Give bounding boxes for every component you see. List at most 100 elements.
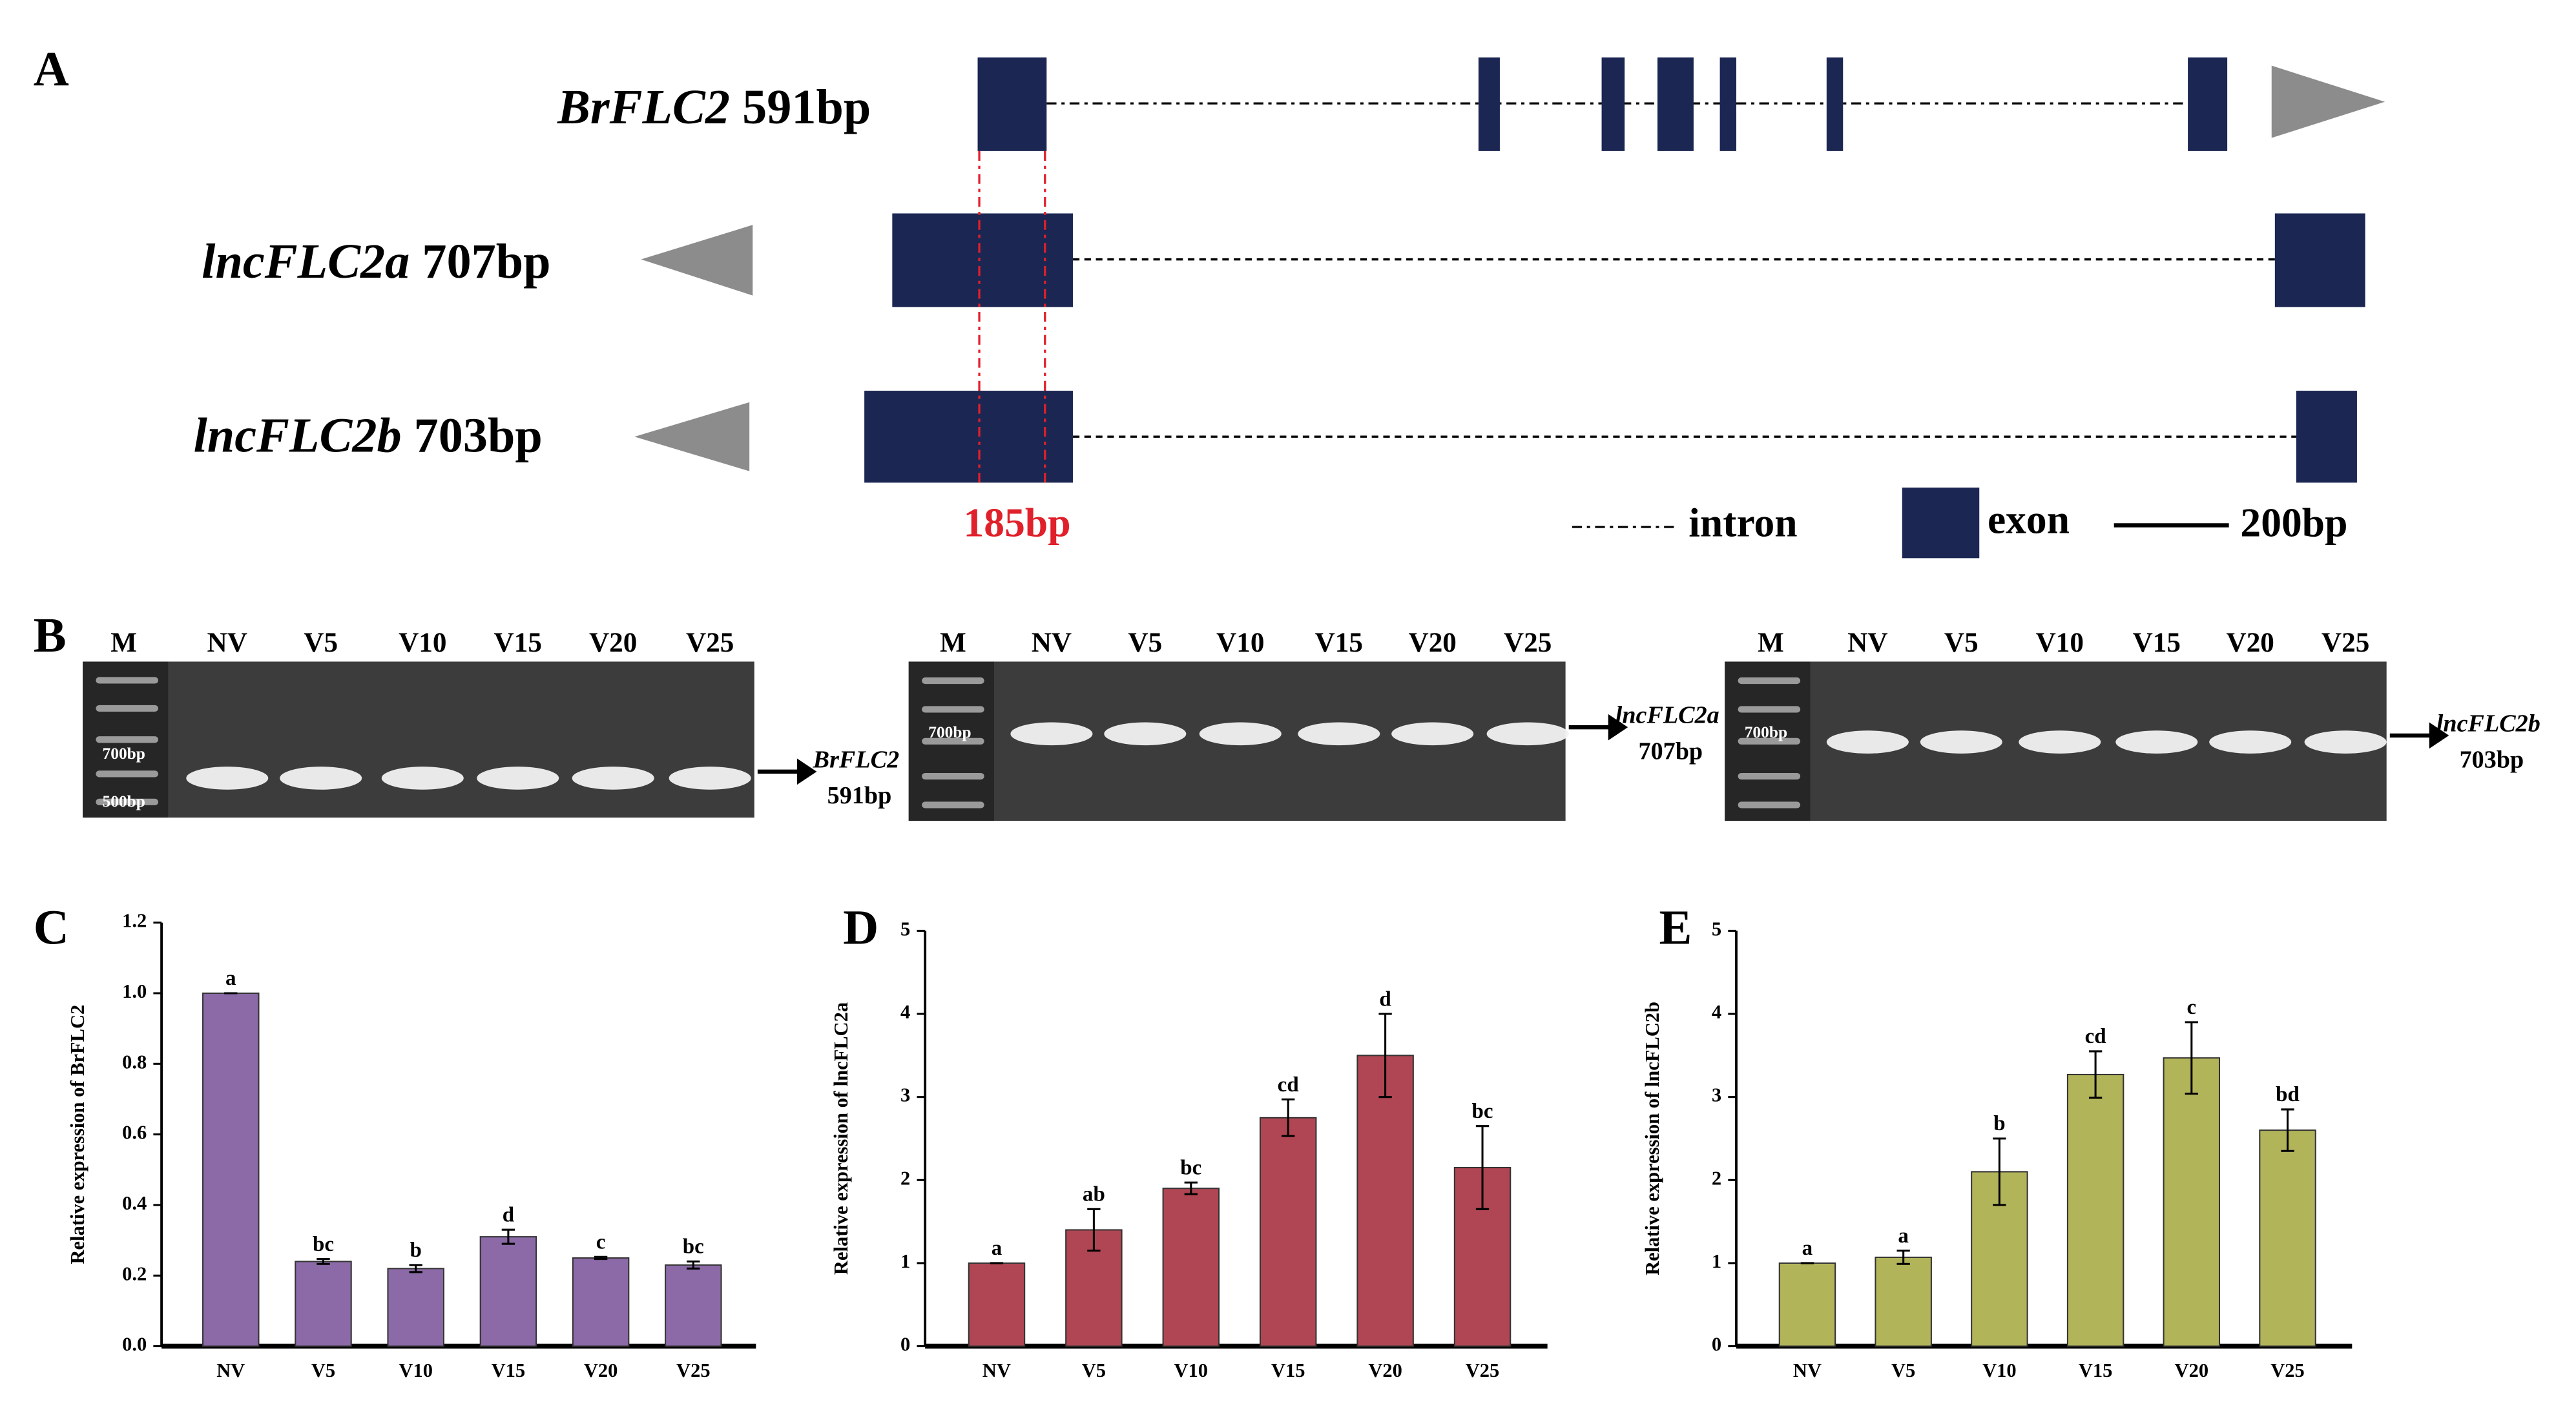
gel-band — [1486, 722, 1569, 746]
significance-letter: a — [1898, 1224, 1909, 1248]
gene-diagram: BrFLC2 591bp lncFLC2a 707bp lncFLC2b 703… — [194, 57, 2385, 559]
error-bar — [409, 1264, 422, 1273]
panel-label: A — [34, 42, 69, 96]
gel-band — [2019, 730, 2101, 754]
marker-label: 700bp — [1745, 723, 1787, 741]
bar — [1778, 1262, 1836, 1347]
x-tick-label: V15 — [492, 1359, 526, 1381]
direction-arrow — [634, 402, 750, 471]
x-tick-label: NV — [216, 1359, 245, 1381]
y-tick-label: 0.0 — [122, 1334, 147, 1356]
y-tick-label: 1 — [1712, 1250, 1721, 1272]
lane-label: V25 — [2322, 627, 2369, 658]
lane-label: V5 — [1128, 627, 1162, 658]
gel-band — [1920, 730, 2002, 754]
x-tick-label: V5 — [311, 1359, 335, 1381]
ladder-band — [922, 677, 984, 685]
exon — [864, 391, 1073, 483]
x-tick-label: V20 — [1368, 1359, 1402, 1381]
y-tick-label: 0.2 — [122, 1263, 147, 1284]
lane-label: V15 — [494, 627, 542, 658]
ladder-band — [96, 677, 158, 684]
x-tick-label: NV — [982, 1359, 1011, 1381]
gel-band — [381, 767, 464, 790]
product-size: 703bp — [2460, 746, 2524, 773]
error-bar — [1184, 1181, 1198, 1195]
significance-letter: bc — [1472, 1100, 1493, 1123]
y-tick-label: 0.6 — [122, 1122, 147, 1144]
direction-arrow — [2271, 65, 2385, 138]
ladder-band — [922, 772, 984, 780]
ladder-band — [922, 801, 984, 809]
ladder-band — [1738, 801, 1801, 809]
y-tick-label: 3 — [1712, 1084, 1721, 1106]
error-bar — [501, 1228, 515, 1245]
error-bar — [1896, 1250, 1910, 1265]
bar — [572, 1257, 630, 1347]
legend-label: intron — [1688, 500, 1797, 546]
exon — [1601, 57, 1625, 151]
ladder-band — [96, 736, 158, 743]
x-tick-label: V10 — [1174, 1359, 1209, 1381]
exon — [1657, 57, 1694, 151]
significance-letter: b — [410, 1239, 422, 1262]
significance-letter: bc — [683, 1235, 704, 1259]
bar — [968, 1262, 1026, 1347]
significance-letter: a — [225, 967, 236, 990]
bar — [1259, 1117, 1317, 1347]
exon — [892, 213, 1073, 307]
x-tick-label: V25 — [676, 1359, 711, 1381]
ladder-band — [96, 770, 158, 778]
y-tick-label: 2 — [900, 1167, 910, 1189]
lane-label: V20 — [2226, 627, 2274, 658]
legend-label: exon — [1988, 497, 2070, 542]
gene-length: 707bp — [422, 234, 550, 288]
gel-band — [2209, 730, 2292, 754]
gene-label: BrFLC2 591bp — [557, 79, 871, 134]
exon — [1826, 57, 1844, 151]
y-tick-label: 0 — [1712, 1334, 1721, 1356]
x-tick-label: NV — [1793, 1359, 1822, 1381]
error-bar — [2281, 1108, 2294, 1152]
bar — [2259, 1129, 2316, 1347]
y-axis-label: Relative expression of lncFLC2a — [830, 1002, 852, 1275]
error-bar — [2185, 1021, 2198, 1095]
panel-label: E — [1659, 900, 1692, 954]
panel-label: C — [34, 900, 69, 954]
y-axis-label: Relative expression of lncFLC2b — [1641, 1002, 1663, 1275]
y-tick-label: 1 — [900, 1250, 910, 1272]
significance-letter: bc — [1180, 1156, 1201, 1179]
gel-band — [1391, 722, 1474, 746]
gel-band — [477, 767, 559, 790]
gel-band — [572, 767, 654, 790]
x-tick-label: V5 — [1891, 1359, 1915, 1381]
product-arrowhead — [2429, 722, 2449, 749]
bar — [202, 992, 260, 1347]
gene-label: lncFLC2a 707bp — [202, 234, 550, 288]
gene-name: lncFLC2a — [202, 234, 410, 288]
error-bar — [1378, 1013, 1392, 1098]
x-tick-label: V15 — [1271, 1359, 1305, 1381]
marker-label: 700bp — [103, 745, 145, 763]
y-tick-label: 2 — [1712, 1167, 1721, 1189]
bar — [1875, 1256, 1932, 1347]
gene-label: lncFLC2b 703bp — [194, 408, 543, 462]
bar — [1356, 1055, 1414, 1347]
x-tick-label: V15 — [2079, 1359, 2113, 1381]
lane-label: V25 — [686, 627, 734, 658]
lane-label: V5 — [304, 627, 338, 658]
lane-label: V10 — [399, 627, 446, 658]
ladder-band — [922, 737, 984, 745]
marker-label: 700bp — [928, 723, 971, 741]
lane-label: V20 — [1409, 627, 1457, 658]
lane-label: NV — [1032, 627, 1072, 658]
gene-length: 703bp — [414, 408, 543, 462]
gel-band — [1010, 722, 1093, 746]
x-tick-label: V20 — [2175, 1359, 2209, 1381]
product-name: lncFLC2a — [1615, 702, 1719, 729]
x-tick-label: V10 — [1982, 1359, 2017, 1381]
lane-label: V15 — [1315, 627, 1363, 658]
gel-band — [1826, 730, 1909, 754]
marker-label: 500bp — [103, 792, 145, 810]
lane-label: NV — [207, 627, 247, 658]
